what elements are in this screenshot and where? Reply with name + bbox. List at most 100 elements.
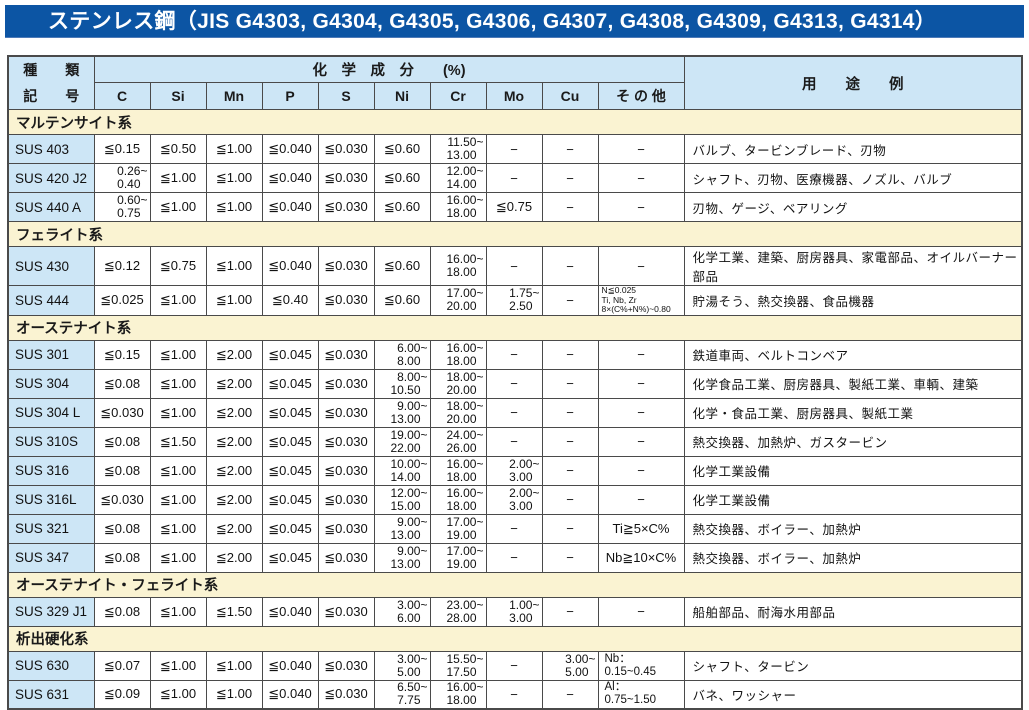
cell-cu: −: [541, 397, 599, 428]
cell-applications: 熱交換器、ボイラー、加熱炉: [683, 542, 1023, 573]
cell-p: ≦0.045: [261, 542, 319, 573]
cell-other: −: [597, 455, 685, 486]
cell-c: 0.60~ 0.75: [93, 192, 151, 222]
cell-applications: 化学工業設備: [683, 455, 1023, 486]
cell-cr: 24.00~ 26.00: [429, 426, 487, 457]
cell-mn: ≦1.00: [205, 679, 263, 710]
col-header-element: P: [261, 81, 319, 111]
cell-other: −: [597, 426, 685, 457]
cell-applications: 化学工業設備: [683, 484, 1023, 515]
cell-mn: ≦2.00: [205, 513, 263, 544]
cell-mo: −: [485, 426, 543, 457]
table-row: SUS 631 ≦0.09 ≦1.00 ≦1.00 ≦0.040 ≦0.030 6.50~ 7…: [7, 679, 1023, 710]
cell-applications: 刃物、ゲージ、ベアリング: [683, 192, 1023, 222]
cell-si: ≦1.00: [149, 339, 207, 370]
cell-p: ≦0.045: [261, 513, 319, 544]
cell-cu: −: [541, 368, 599, 399]
cell-cr: 16.00~ 18.00: [429, 339, 487, 370]
cell-si: ≦0.50: [149, 134, 207, 164]
cell-other: Nb≧10×C%: [597, 542, 685, 573]
table-row: SUS 420 J2 0.26~ 0.40 ≦1.00 ≦1.00 ≦0.040 ≦0.03…: [7, 163, 1023, 193]
section-row: オーステナイト・フェライト系: [7, 571, 1023, 598]
col-header-element: Cu: [541, 81, 599, 111]
element-header-row: C Si Mn P S Ni Cr Mo Cu そ の 他: [8, 81, 1022, 111]
cell-ni: ≦0.60: [373, 163, 431, 193]
cell-grade-code: SUS 420 J2: [7, 163, 95, 193]
cell-applications: 化学工業、建築、厨房器具、家電部品、オイルバーナー部品: [683, 246, 1023, 286]
cell-applications: バルブ、タービンブレード、刃物: [683, 134, 1023, 164]
cell-mn: ≦1.00: [205, 650, 263, 681]
cell-ni: 10.00~ 14.00: [373, 455, 431, 486]
cell-c: ≦0.15: [93, 134, 151, 164]
cell-grade-code: SUS 316L: [7, 484, 95, 515]
cell-applications: 化学食品工業、厨房器具、製紙工業、車輌、建築: [683, 368, 1023, 399]
cell-other: −: [597, 246, 685, 286]
cell-p: ≦0.040: [261, 596, 319, 627]
col-header-element: Ni: [373, 81, 431, 111]
cell-cu: −: [541, 455, 599, 486]
cell-s: ≦0.030: [317, 339, 375, 370]
cell-mn: ≦2.00: [205, 484, 263, 515]
cell-cu: −: [541, 285, 599, 316]
cell-c: ≦0.07: [93, 650, 151, 681]
cell-grade-code: SUS 444: [7, 285, 95, 316]
section-row: オーステナイト系: [7, 314, 1023, 341]
cell-cr: 17.00~ 19.00: [429, 542, 487, 573]
cell-p: ≦0.40: [261, 285, 319, 316]
cell-mo: ≦0.75: [485, 192, 543, 222]
cell-mn: ≦2.00: [205, 542, 263, 573]
cell-cr: 11.50~ 13.00: [429, 134, 487, 164]
cell-applications: 熱交換器、ボイラー、加熱炉: [683, 513, 1023, 544]
cell-cr: 16.00~ 18.00: [429, 484, 487, 515]
cell-s: ≦0.030: [317, 397, 375, 428]
cell-si: ≦1.00: [149, 513, 207, 544]
table-row: SUS 321 ≦0.08 ≦1.00 ≦2.00 ≦0.045 ≦0.030 9.00~ 1…: [7, 513, 1023, 544]
cell-p: ≦0.045: [261, 484, 319, 515]
cell-mn: ≦2.00: [205, 339, 263, 370]
cell-si: ≦1.00: [149, 455, 207, 486]
cell-c: ≦0.025: [93, 285, 151, 316]
cell-grade-code: SUS 430: [7, 246, 95, 286]
table-row: SUS 440 A 0.60~ 0.75 ≦1.00 ≦1.00 ≦0.040 ≦0.030…: [7, 192, 1023, 222]
cell-mo: −: [485, 542, 543, 573]
table-row: SUS 630 ≦0.07 ≦1.00 ≦1.00 ≦0.040 ≦0.030 3.00~ 5…: [7, 650, 1023, 681]
cell-c: ≦0.12: [93, 246, 151, 286]
cell-p: ≦0.040: [261, 679, 319, 710]
cell-mo: −: [485, 397, 543, 428]
table-row: SUS 403 ≦0.15 ≦0.50 ≦1.00 ≦0.040 ≦0.030 ≦0.60 1…: [7, 134, 1023, 164]
cell-cu: −: [541, 596, 599, 627]
cell-si: ≦1.00: [149, 285, 207, 316]
cell-s: ≦0.030: [317, 513, 375, 544]
col-header-element: そ の 他: [597, 81, 685, 111]
cell-mn: ≦1.50: [205, 596, 263, 627]
cell-applications: 化学・食品工業、厨房器具、製紙工業: [683, 397, 1023, 428]
table-row: SUS 304 ≦0.08 ≦1.00 ≦2.00 ≦0.045 ≦0.030 8.00~ 1…: [7, 368, 1023, 399]
cell-c: 0.26~ 0.40: [93, 163, 151, 193]
cell-si: ≦1.00: [149, 542, 207, 573]
cell-grade-code: SUS 630: [7, 650, 95, 681]
cell-applications: 鉄道車両、ベルトコンベア: [683, 339, 1023, 370]
cell-cu: −: [541, 339, 599, 370]
cell-mo: 2.00~ 3.00: [485, 484, 543, 515]
cell-c: ≦0.15: [93, 339, 151, 370]
section-header: オーステナイト系: [7, 314, 1023, 341]
col-header-element: Mn: [205, 81, 263, 111]
cell-ni: ≦0.60: [373, 192, 431, 222]
cell-ni: 6.50~ 7.75: [373, 679, 431, 710]
section-row: マルテンサイト系: [7, 109, 1023, 135]
cell-grade-code: SUS 329 J1: [7, 596, 95, 627]
cell-ni: 3.00~ 5.00: [373, 650, 431, 681]
cell-c: ≦0.08: [93, 596, 151, 627]
cell-applications: 貯湯そう、熱交換器、食品機器: [683, 285, 1023, 316]
cell-p: ≦0.040: [261, 163, 319, 193]
cell-mo: −: [485, 513, 543, 544]
table-row: SUS 329 J1 ≦0.08 ≦1.00 ≦1.50 ≦0.040 ≦0.030 3.0…: [7, 596, 1023, 627]
cell-mn: ≦2.00: [205, 426, 263, 457]
cell-c: ≦0.08: [93, 513, 151, 544]
cell-other: −: [597, 368, 685, 399]
cell-p: ≦0.045: [261, 455, 319, 486]
cell-si: ≦1.00: [149, 484, 207, 515]
cell-applications: シャフト、刃物、医療機器、ノズル、バルブ: [683, 163, 1023, 193]
cell-grade-code: SUS 316: [7, 455, 95, 486]
cell-other: −: [597, 596, 685, 627]
